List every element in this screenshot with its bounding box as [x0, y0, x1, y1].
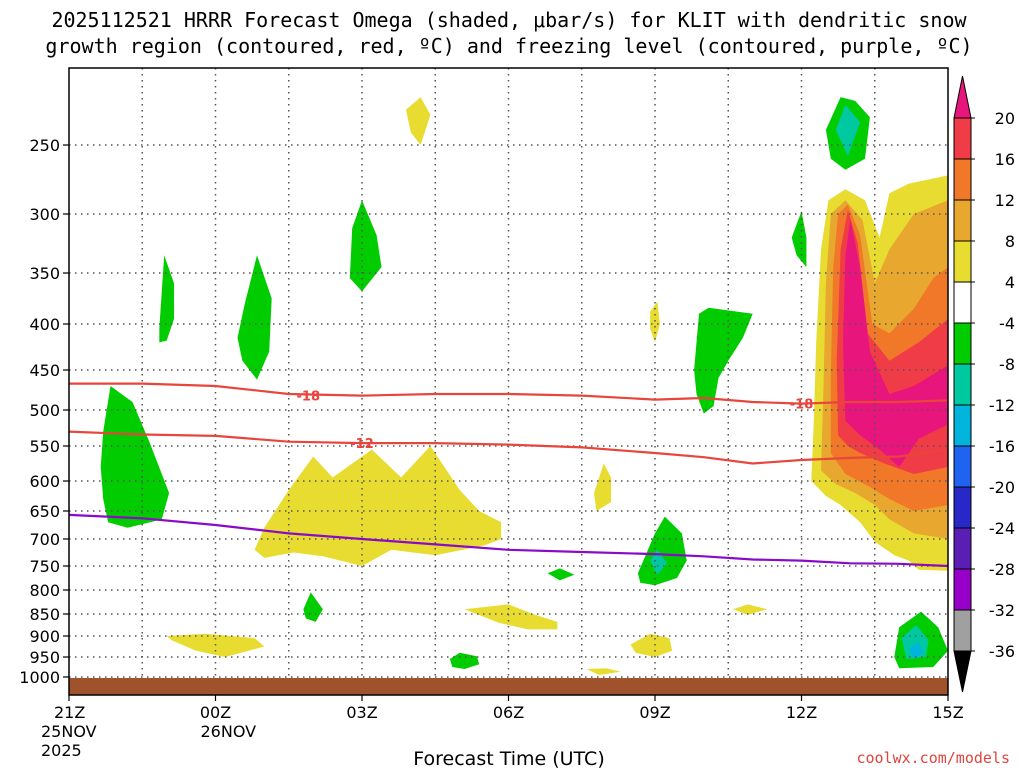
x-tick-label-15Z: 15Z	[932, 703, 963, 722]
credit-text: coolwx.com/models	[856, 749, 1010, 767]
colorbar-label: -32	[989, 601, 1015, 620]
colorbar-swatch	[953, 322, 972, 365]
omega-region-18	[630, 633, 673, 657]
x-tick-label-21Z: 21Z	[54, 703, 85, 722]
x-tick-date: 25NOV	[41, 722, 97, 741]
omega-region-9	[594, 463, 612, 511]
contour-label: -18	[297, 390, 321, 405]
contour-label: -18	[790, 398, 814, 413]
colorbar-label: -24	[989, 519, 1015, 538]
colorbar-swatch	[953, 117, 972, 160]
y-tick-label-500: 500	[29, 401, 60, 420]
omega-region-5	[694, 307, 753, 414]
colorbar-label: 4	[1005, 273, 1015, 292]
colorbar-swatch	[953, 199, 972, 242]
x-tick-date: 26NOV	[201, 722, 257, 741]
contour-dgz--18C	[69, 382, 948, 405]
omega-region-6	[791, 211, 807, 268]
x-tick-label-09Z: 09Z	[639, 703, 670, 722]
y-tick-label-400: 400	[29, 315, 60, 334]
y-tick-label-700: 700	[29, 530, 60, 549]
colorbar-label: 12	[995, 191, 1015, 210]
y-tick-label-750: 750	[29, 557, 60, 576]
omega-shading	[100, 97, 948, 675]
colorbar-label: 20	[995, 109, 1015, 128]
x-tick-label-12Z: 12Z	[786, 703, 817, 722]
y-tick-label-950: 950	[29, 648, 60, 667]
y-axis: 250 300 350 400 450 500 550 600 650 700 750 800 850 9…	[19, 136, 69, 687]
colorbar-label: -36	[989, 642, 1015, 661]
omega-region-22	[908, 642, 924, 659]
colorbar-swatch	[953, 445, 972, 488]
colorbar-label: -20	[989, 478, 1015, 497]
colorbar-label: -28	[989, 560, 1015, 579]
y-tick-label-300: 300	[29, 205, 60, 224]
colorbar-swatch	[953, 527, 972, 570]
y-tick-label-650: 650	[29, 502, 60, 521]
chart-title-line2: growth region (contoured, red, ºC) and f…	[45, 34, 972, 58]
colorbar-top-arrow	[953, 75, 972, 119]
colorbar-swatch	[953, 363, 972, 406]
grid-lines	[69, 68, 948, 695]
omega-region-19	[586, 668, 621, 675]
y-tick-label-350: 350	[29, 264, 60, 283]
omega-region-12	[547, 568, 575, 581]
colorbar-label: 16	[995, 150, 1015, 169]
x-tick-label-03Z: 03Z	[346, 703, 377, 722]
colorbar-swatch	[953, 486, 972, 529]
colorbar-swatch	[953, 568, 972, 611]
omega-region-14	[464, 604, 558, 630]
colorbar-swatch	[953, 281, 972, 324]
y-tick-label-600: 600	[29, 472, 60, 491]
colorbar-label: -12	[989, 396, 1015, 415]
omega-region-4	[650, 301, 660, 343]
omega-region-11	[650, 549, 668, 575]
y-tick-label-1000: 1000	[19, 668, 60, 687]
colorbar-swatch	[953, 404, 972, 447]
omega-region-1	[349, 200, 382, 292]
y-tick-label-800: 800	[29, 581, 60, 600]
colorbar-bottom-arrow	[953, 650, 972, 693]
omega-region-15	[733, 604, 768, 615]
contour-dgz--12C	[69, 430, 948, 465]
x-tick-label-00Z: 00Z	[200, 703, 231, 722]
omega-region-29	[843, 219, 948, 467]
colorbar: 20 16 12 8 4 -4 -8 -12 -16 -20 -24 -28 -32 -36	[953, 75, 1015, 693]
contour-label: -12	[350, 437, 374, 452]
omega-region-0	[406, 97, 431, 145]
y-tick-label-850: 850	[29, 605, 60, 624]
y-tick-label-550: 550	[29, 437, 60, 456]
omega-region-8	[254, 446, 502, 566]
colorbar-swatch	[953, 609, 972, 652]
chart-title-line1: 2025112521 HRRR Forecast Omega (shaded, …	[51, 8, 967, 32]
y-tick-label-250: 250	[29, 136, 60, 155]
omega-region-10	[637, 516, 687, 586]
colorbar-swatch	[953, 240, 972, 283]
omega-region-3	[237, 255, 272, 380]
omega-region-24	[835, 104, 861, 156]
colorbar-label: -16	[989, 437, 1015, 456]
y-tick-label-900: 900	[29, 627, 60, 646]
colorbar-label: -8	[999, 355, 1015, 374]
x-tick-label-06Z: 06Z	[493, 703, 524, 722]
colorbar-label: -4	[999, 314, 1015, 333]
y-tick-label-450: 450	[29, 361, 60, 380]
x-tick-year: 2025	[41, 741, 82, 760]
terrain-band	[69, 678, 948, 695]
x-axis-label: Forecast Time (UTC)	[413, 748, 604, 768]
contour-freezing-level-0C	[69, 513, 948, 568]
omega-region-7	[100, 386, 170, 528]
colorbar-swatch	[953, 158, 972, 201]
colorbar-label: 8	[1005, 232, 1015, 251]
omega-region-17	[449, 652, 480, 669]
contour-lines: -18 -18 -12	[69, 382, 948, 568]
omega-region-13	[303, 592, 323, 622]
omega-region-2	[159, 255, 174, 343]
